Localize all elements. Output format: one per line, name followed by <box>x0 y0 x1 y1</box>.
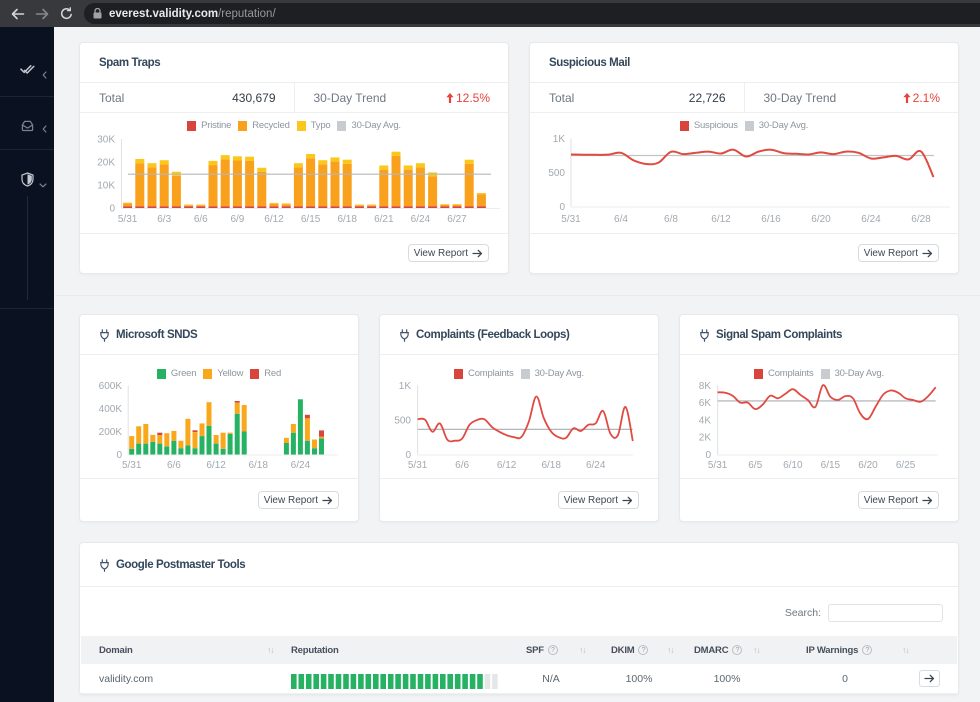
svg-text:5/31: 5/31 <box>408 460 428 471</box>
svg-text:6/28: 6/28 <box>911 214 931 225</box>
svg-text:6K: 6K <box>699 398 712 409</box>
svg-text:6/6: 6/6 <box>194 214 208 225</box>
svg-text:5/31: 5/31 <box>708 460 728 471</box>
svg-text:6/15: 6/15 <box>301 214 321 225</box>
svg-text:6/24: 6/24 <box>861 214 881 225</box>
svg-text:6/20: 6/20 <box>811 214 831 225</box>
svg-text:10K: 10K <box>97 181 115 192</box>
svg-text:4K: 4K <box>699 415 712 426</box>
svg-text:6/3: 6/3 <box>157 214 171 225</box>
svg-text:5/31: 5/31 <box>561 214 581 225</box>
svg-text:6/12: 6/12 <box>711 214 731 225</box>
svg-text:6/12: 6/12 <box>264 214 284 225</box>
svg-text:200K: 200K <box>99 427 123 438</box>
svg-text:20K: 20K <box>97 158 115 169</box>
svg-text:6/24: 6/24 <box>411 214 431 225</box>
svg-text:6/15: 6/15 <box>821 460 841 471</box>
svg-text:6/16: 6/16 <box>761 214 781 225</box>
svg-text:0: 0 <box>116 450 122 461</box>
svg-text:6/8: 6/8 <box>664 214 678 225</box>
svg-text:6/6: 6/6 <box>455 460 469 471</box>
svg-text:600K: 600K <box>99 381 123 392</box>
svg-text:6/12: 6/12 <box>497 460 517 471</box>
svg-text:6/12: 6/12 <box>206 460 226 471</box>
svg-text:2K: 2K <box>699 433 712 444</box>
svg-text:500: 500 <box>394 416 411 427</box>
svg-text:30K: 30K <box>97 135 115 146</box>
svg-text:8K: 8K <box>699 381 712 392</box>
svg-text:6/25: 6/25 <box>896 460 916 471</box>
svg-text:6/24: 6/24 <box>291 460 311 471</box>
svg-text:400K: 400K <box>99 404 123 415</box>
svg-text:6/4: 6/4 <box>614 214 628 225</box>
svg-text:0: 0 <box>705 450 711 461</box>
svg-text:5/31: 5/31 <box>118 214 138 225</box>
svg-text:6/9: 6/9 <box>230 214 244 225</box>
svg-text:6/5: 6/5 <box>748 460 762 471</box>
svg-text:5/31: 5/31 <box>122 460 142 471</box>
svg-text:500: 500 <box>548 168 565 179</box>
svg-text:0: 0 <box>109 204 115 215</box>
svg-text:6/18: 6/18 <box>248 460 268 471</box>
svg-text:1K: 1K <box>399 381 412 392</box>
svg-text:6/24: 6/24 <box>586 460 606 471</box>
svg-text:6/10: 6/10 <box>783 460 803 471</box>
svg-text:0: 0 <box>405 450 411 461</box>
svg-text:6/20: 6/20 <box>858 460 878 471</box>
svg-text:6/27: 6/27 <box>447 214 467 225</box>
svg-text:6/18: 6/18 <box>541 460 561 471</box>
svg-text:6/18: 6/18 <box>337 214 357 225</box>
svg-text:6/21: 6/21 <box>374 214 394 225</box>
svg-text:1K: 1K <box>553 134 566 145</box>
svg-text:0: 0 <box>559 202 565 213</box>
svg-text:6/6: 6/6 <box>167 460 181 471</box>
